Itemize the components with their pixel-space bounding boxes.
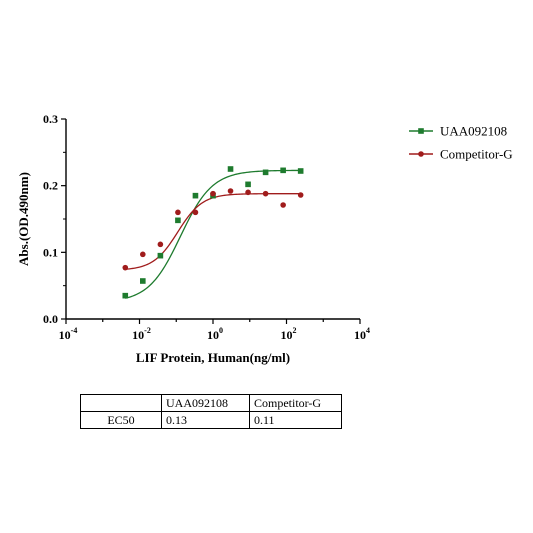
table-cell: 0.13 bbox=[161, 411, 250, 429]
legend-marker bbox=[418, 128, 424, 134]
x-axis-title: LIF Protein, Human(ng/ml) bbox=[136, 350, 290, 365]
table-cell: 0.11 bbox=[249, 411, 342, 429]
data-point bbox=[140, 251, 146, 258]
table-header-cell: UAA092108 bbox=[161, 394, 250, 412]
data-point bbox=[262, 169, 269, 176]
table-cell-label: EC50 bbox=[80, 411, 162, 429]
data-point bbox=[245, 189, 251, 196]
data-point bbox=[227, 166, 234, 172]
data-point bbox=[175, 217, 181, 224]
y-tick-label: 0.2 bbox=[43, 179, 58, 193]
data-point bbox=[227, 188, 234, 194]
data-point bbox=[192, 209, 199, 216]
data-point bbox=[122, 264, 129, 271]
data-point bbox=[157, 241, 164, 248]
data-points bbox=[122, 166, 304, 299]
data-point bbox=[280, 202, 286, 208]
fit-curves bbox=[125, 169, 301, 299]
legend: UAA092108 Competitor-G bbox=[409, 124, 513, 162]
y-tick-label: 0.3 bbox=[43, 112, 58, 126]
x-tick-label: 10-2 bbox=[132, 326, 151, 342]
data-point bbox=[280, 167, 286, 174]
x-tick-label: 100 bbox=[207, 326, 223, 342]
data-point bbox=[262, 190, 269, 197]
data-point bbox=[175, 209, 181, 216]
data-point bbox=[245, 181, 251, 188]
x-tick-label: 104 bbox=[354, 326, 370, 342]
legend-label: Competitor-G bbox=[440, 147, 513, 162]
data-point bbox=[192, 192, 199, 199]
ec50-table: UAA092108 Competitor-G EC50 0.13 0.11 bbox=[80, 394, 342, 429]
axes: 0.0 0.1 0.2 0.3 10-4 10-2 100 102 104 bbox=[43, 112, 370, 342]
data-point bbox=[297, 168, 304, 174]
data-point bbox=[157, 252, 164, 259]
table-header-cell: Competitor-G bbox=[249, 394, 342, 412]
data-point bbox=[122, 292, 129, 299]
data-point bbox=[297, 192, 304, 198]
legend-marker bbox=[418, 151, 424, 157]
fit-curve-1 bbox=[125, 169, 301, 299]
data-point bbox=[210, 190, 216, 197]
y-tick-label: 0.0 bbox=[43, 312, 58, 326]
fit-curve-2 bbox=[125, 193, 301, 270]
table-row: EC50 0.13 0.11 bbox=[80, 411, 342, 429]
x-tick-label: 10-4 bbox=[59, 326, 78, 342]
y-axis-title: Abs.(OD.490nm) bbox=[16, 172, 31, 266]
table-header-cell bbox=[80, 394, 162, 412]
table-header-row: UAA092108 Competitor-G bbox=[80, 394, 342, 412]
data-point bbox=[140, 278, 146, 284]
y-tick-label: 0.1 bbox=[43, 245, 58, 259]
legend-label: UAA092108 bbox=[440, 124, 507, 139]
x-tick-label: 102 bbox=[281, 326, 297, 342]
